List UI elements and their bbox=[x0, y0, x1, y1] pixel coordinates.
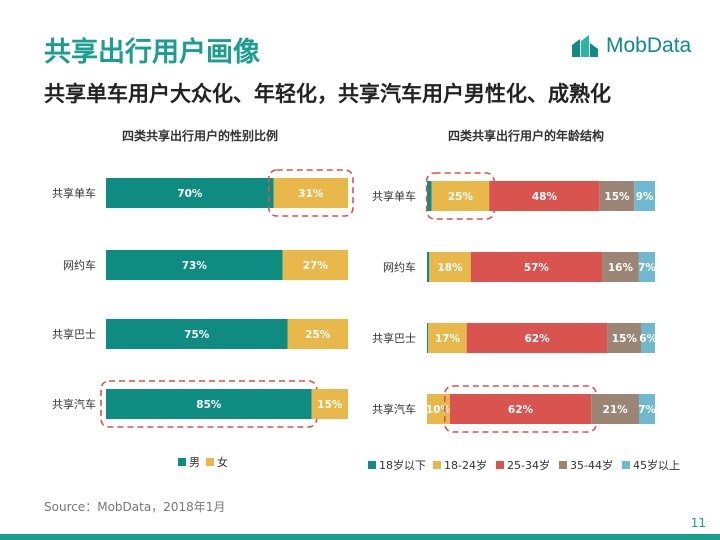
chart-1-data-label: 10% bbox=[426, 404, 452, 416]
chart-1-category-label: 共享巴士 bbox=[372, 331, 416, 345]
chart-1-bar-segment bbox=[427, 181, 432, 211]
chart-0-category-label: 网约车 bbox=[63, 258, 96, 272]
chart-1-bar-segment bbox=[641, 323, 655, 353]
chart-1-highlight-box bbox=[425, 172, 495, 220]
chart-1-data-label: 7% bbox=[638, 404, 656, 416]
page-title: 共享出行用户画像 bbox=[44, 37, 260, 68]
chart-1-category-label: 共享单车 bbox=[372, 189, 416, 203]
chart-0-bar-segment bbox=[106, 319, 288, 349]
chart-1-bar-segment bbox=[599, 181, 635, 211]
chart-1-legend-swatch bbox=[622, 461, 630, 469]
chart-1-bar-segment bbox=[634, 181, 655, 211]
logo-text: MobData bbox=[606, 34, 692, 57]
chart-0-bar-segment bbox=[106, 389, 312, 419]
chart-0-data-label: 15% bbox=[317, 399, 343, 411]
chart-1-data-label: 16% bbox=[608, 262, 634, 274]
chart-1-data-label: 25% bbox=[448, 191, 474, 203]
chart-1-bar-segment bbox=[428, 323, 467, 353]
chart-1-category-label: 共享汽车 bbox=[372, 402, 416, 416]
chart-0-bar-segment bbox=[106, 178, 274, 208]
chart-1-legend-swatch bbox=[559, 461, 567, 469]
chart-0-data-label: 25% bbox=[305, 329, 331, 341]
chart-1-data-label: 48% bbox=[532, 191, 558, 203]
chart-0-category-label: 共享汽车 bbox=[52, 397, 96, 411]
chart-0-bar-segment bbox=[106, 250, 283, 280]
chart-1-bar-segment bbox=[638, 252, 655, 282]
chart-1-bar-segment bbox=[639, 394, 655, 424]
chart-1-bar-segment bbox=[449, 394, 592, 424]
chart-0-legend-swatch bbox=[206, 458, 214, 466]
chart-1-bar-segment bbox=[427, 323, 429, 353]
chart-1-data-label: 9% bbox=[636, 191, 654, 203]
chart-0-bar-segment bbox=[287, 319, 348, 349]
chart-0-data-label: 70% bbox=[177, 188, 203, 200]
chart-0-data-label: 31% bbox=[298, 188, 324, 200]
chart-0-data-label: 27% bbox=[303, 260, 329, 272]
chart-1-bar-segment bbox=[602, 252, 639, 282]
chart-1-legend-label: 18岁以下 bbox=[379, 458, 426, 472]
chart-0-highlight-box bbox=[100, 380, 318, 428]
page-subtitle: 共享单车用户大众化、年轻化，共享汽车用户男性化、成熟化 bbox=[44, 82, 611, 106]
chart-1-data-label: 15% bbox=[604, 191, 630, 203]
chart-0-data-label: 75% bbox=[184, 329, 210, 341]
chart-1-data-label: 7% bbox=[638, 262, 656, 274]
chart-1-legend-label: 25-34岁 bbox=[507, 458, 550, 472]
bottom-accent-bar bbox=[0, 534, 720, 540]
mobdata-logo: MobData bbox=[572, 34, 691, 58]
chart-1-data-label: 18% bbox=[437, 262, 463, 274]
chart-1-bar-segment bbox=[429, 252, 471, 282]
mobdata-logo-icon bbox=[572, 35, 598, 57]
chart-1-legend-label: 18-24岁 bbox=[444, 458, 487, 472]
chart-0-legend-label: 男 bbox=[189, 456, 200, 469]
chart-1-legend-label: 45岁以上 bbox=[633, 458, 680, 472]
chart-1-category-label: 网约车 bbox=[383, 260, 416, 274]
chart-1-data-label: 62% bbox=[508, 404, 534, 416]
chart-1-bar-segment bbox=[489, 181, 600, 211]
chart-1-data-label: 57% bbox=[524, 262, 550, 274]
chart-0-category-label: 共享巴士 bbox=[52, 327, 96, 341]
chart-1-bar-segment bbox=[427, 252, 430, 282]
chart-0-bar-segment bbox=[282, 250, 348, 280]
chart-1-data-label: 62% bbox=[524, 333, 550, 345]
chart-0-bar-segment bbox=[273, 178, 348, 208]
page-number: 11 bbox=[690, 516, 706, 530]
chart-0-data-label: 85% bbox=[196, 399, 222, 411]
chart-1-title: 四类共享出行用户的年龄结构 bbox=[448, 128, 604, 143]
chart-1-data-label: 21% bbox=[603, 404, 629, 416]
chart-1-legend-swatch bbox=[368, 461, 376, 469]
chart-0-highlight-box bbox=[267, 169, 354, 217]
chart-1-bar-segment bbox=[607, 323, 642, 353]
chart-0-legend-swatch bbox=[178, 458, 186, 466]
chart-0-data-label: 73% bbox=[182, 260, 208, 272]
chart-1-bar-segment bbox=[431, 181, 490, 211]
chart-1-bar-segment bbox=[591, 394, 640, 424]
chart-1-legend-swatch bbox=[433, 461, 441, 469]
chart-0-bar-segment bbox=[311, 389, 348, 419]
chart-1-bar-segment bbox=[466, 323, 608, 353]
chart-1-data-label: 17% bbox=[435, 333, 461, 345]
chart-1-data-label: 15% bbox=[612, 333, 638, 345]
chart-1-bar-segment bbox=[470, 252, 603, 282]
chart-1-legend-swatch bbox=[496, 461, 504, 469]
chart-0-legend-label: 女 bbox=[217, 455, 228, 469]
source-note: Source：MobData，2018年1月 bbox=[44, 500, 226, 514]
chart-1-legend-label: 35-44岁 bbox=[570, 458, 613, 472]
chart-0-category-label: 共享单车 bbox=[52, 186, 96, 200]
chart-1-data-label: 6% bbox=[639, 333, 657, 345]
chart-0-title: 四类共享出行用户的性别比例 bbox=[122, 128, 278, 143]
